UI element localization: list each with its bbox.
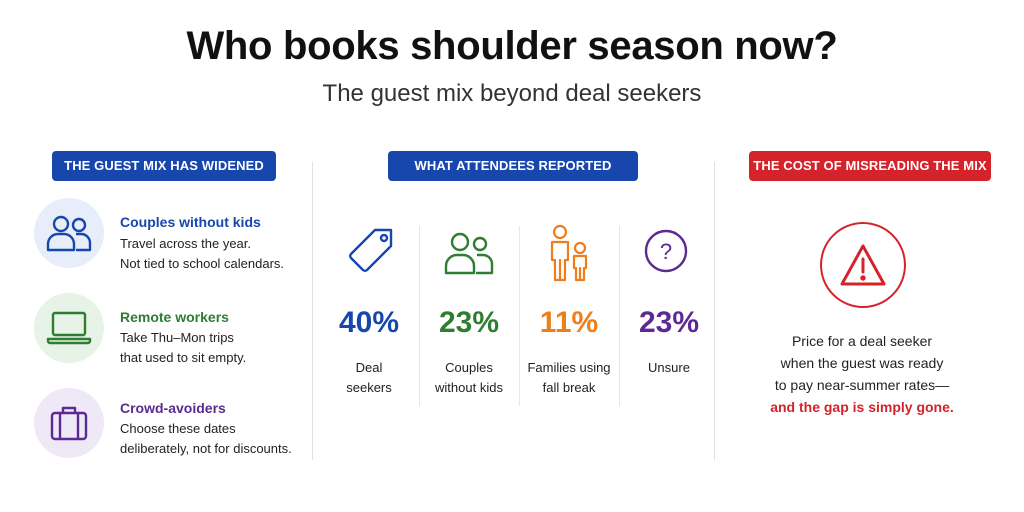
column-divider [714, 162, 715, 460]
stat-label-line: Deal [355, 360, 383, 375]
remote-workers-description: Take Thu–Mon trips that used to sit empt… [120, 328, 246, 368]
cost-heading: THE COST OF MISREADING THE MIX [749, 151, 991, 181]
page-subtitle: The guest mix beyond deal seekers [322, 80, 702, 107]
cost-highlight: and the gap is simply gone. [770, 399, 954, 415]
families-label: Families using fall break [519, 358, 619, 398]
crowd-avoiders-description: Choose these dates deliberately, not for… [120, 419, 292, 459]
couples-title: Couples without kids [120, 214, 261, 230]
suitcase-icon-badge [34, 388, 104, 458]
crowd-desc-line: deliberately, not for discounts. [120, 441, 292, 456]
remote-workers-title: Remote workers [120, 309, 229, 325]
couples-desc-line: Not tied to school calendars. [120, 256, 285, 271]
stat-label-line: fall break [542, 380, 596, 395]
stat-label-line: seekers [346, 380, 392, 395]
attendees-heading: WHAT ATTENDEES REPORTED [388, 151, 638, 181]
page-title: Who books shoulder season now? [186, 24, 838, 68]
column-divider [312, 162, 313, 460]
family-icon [550, 224, 588, 282]
couple-icon-badge [34, 198, 104, 268]
couples-label: Couples without kids [419, 358, 519, 398]
stat-divider [419, 226, 420, 406]
families-value: 11% [539, 306, 599, 339]
remote-desc-line: Take Thu–Mon trips [120, 330, 234, 345]
stat-divider [519, 226, 520, 406]
deal-seekers-value: 40% [338, 306, 400, 339]
remote-desc-line: that used to sit empty. [120, 350, 247, 365]
laptop-icon [46, 311, 92, 345]
couple-icon [444, 232, 494, 275]
stat-divider [619, 226, 620, 406]
stat-label-line: Couples [445, 360, 493, 375]
price-tag-icon [349, 228, 393, 272]
laptop-icon-badge [34, 293, 104, 363]
stat-label-line: Families using [527, 360, 611, 375]
question-icon: ? [644, 229, 688, 273]
cost-explanation: Price for a deal seeker when the guest w… [742, 330, 982, 418]
cost-line: Price for a deal seeker [791, 333, 933, 349]
guest-mix-heading: THE GUEST MIX HAS WIDENED [52, 151, 276, 181]
svg-text:?: ? [660, 239, 672, 264]
couples-desc-line: Travel across the year. [120, 236, 252, 251]
warning-icon [840, 244, 886, 286]
deal-seekers-label: Deal seekers [319, 358, 419, 398]
warning-icon-badge [820, 222, 906, 308]
crowd-avoiders-title: Crowd-avoiders [120, 400, 226, 416]
unsure-value: 23% [638, 306, 700, 339]
unsure-label: Unsure [619, 358, 719, 378]
couples-value: 23% [438, 306, 500, 339]
couples-description: Travel across the year. Not tied to scho… [120, 234, 284, 274]
crowd-desc-line: Choose these dates [120, 421, 236, 436]
stat-label-line: without kids [435, 380, 503, 395]
suitcase-icon [50, 406, 88, 441]
couple-icon [46, 215, 92, 252]
cost-line: when the guest was ready [780, 355, 944, 371]
stat-label-line: Unsure [648, 360, 690, 375]
cost-line: to pay near-summer rates— [774, 377, 950, 393]
